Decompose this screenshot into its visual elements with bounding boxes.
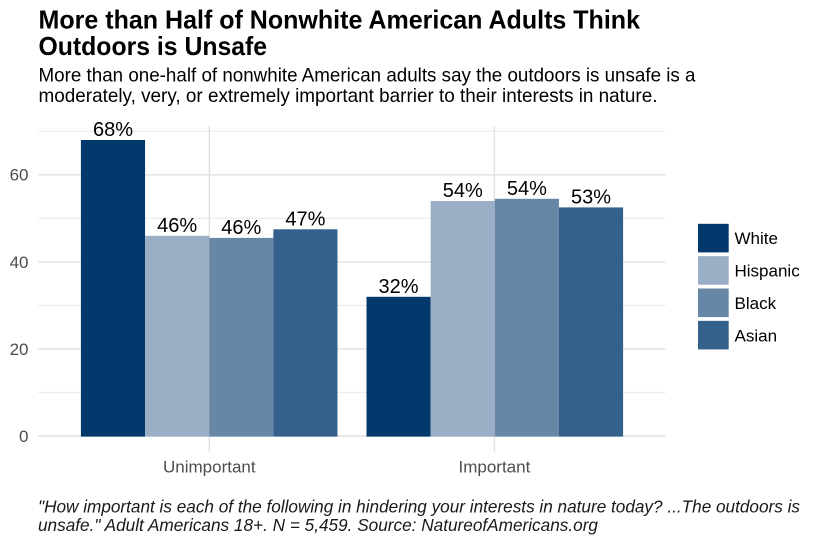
svg-text:47%: 47%: [285, 209, 325, 231]
svg-text:Asian: Asian: [735, 326, 778, 345]
svg-text:0: 0: [19, 427, 28, 446]
svg-text:Hispanic: Hispanic: [735, 262, 801, 281]
svg-text:More than Half of Nonwhite Ame: More than Half of Nonwhite American Adul…: [39, 5, 641, 35]
svg-text:moderately, very, or extremely: moderately, very, or extremely important…: [39, 85, 658, 107]
svg-text:46%: 46%: [221, 217, 261, 239]
svg-text:unsafe." Adult Americans 18+.: unsafe." Adult Americans 18+. N = 5,459.…: [38, 515, 598, 535]
svg-text:54%: 54%: [443, 180, 483, 202]
svg-text:60: 60: [10, 166, 29, 185]
svg-text:White: White: [735, 229, 778, 248]
svg-text:32%: 32%: [379, 276, 419, 298]
svg-text:Outdoors is Unsafe: Outdoors is Unsafe: [39, 31, 268, 61]
svg-text:More than one-half of nonwhite: More than one-half of nonwhite American …: [39, 65, 696, 87]
svg-text:46%: 46%: [157, 215, 197, 237]
svg-text:"How important is each of the: "How important is each of the following …: [38, 497, 800, 517]
svg-text:54%: 54%: [507, 178, 547, 200]
svg-text:40: 40: [10, 253, 29, 272]
svg-text:68%: 68%: [93, 119, 133, 141]
svg-text:20: 20: [10, 340, 29, 359]
svg-text:Black: Black: [735, 294, 777, 313]
svg-text:Important: Important: [458, 458, 530, 477]
svg-text:53%: 53%: [571, 187, 611, 209]
svg-text:Unimportant: Unimportant: [163, 458, 256, 477]
